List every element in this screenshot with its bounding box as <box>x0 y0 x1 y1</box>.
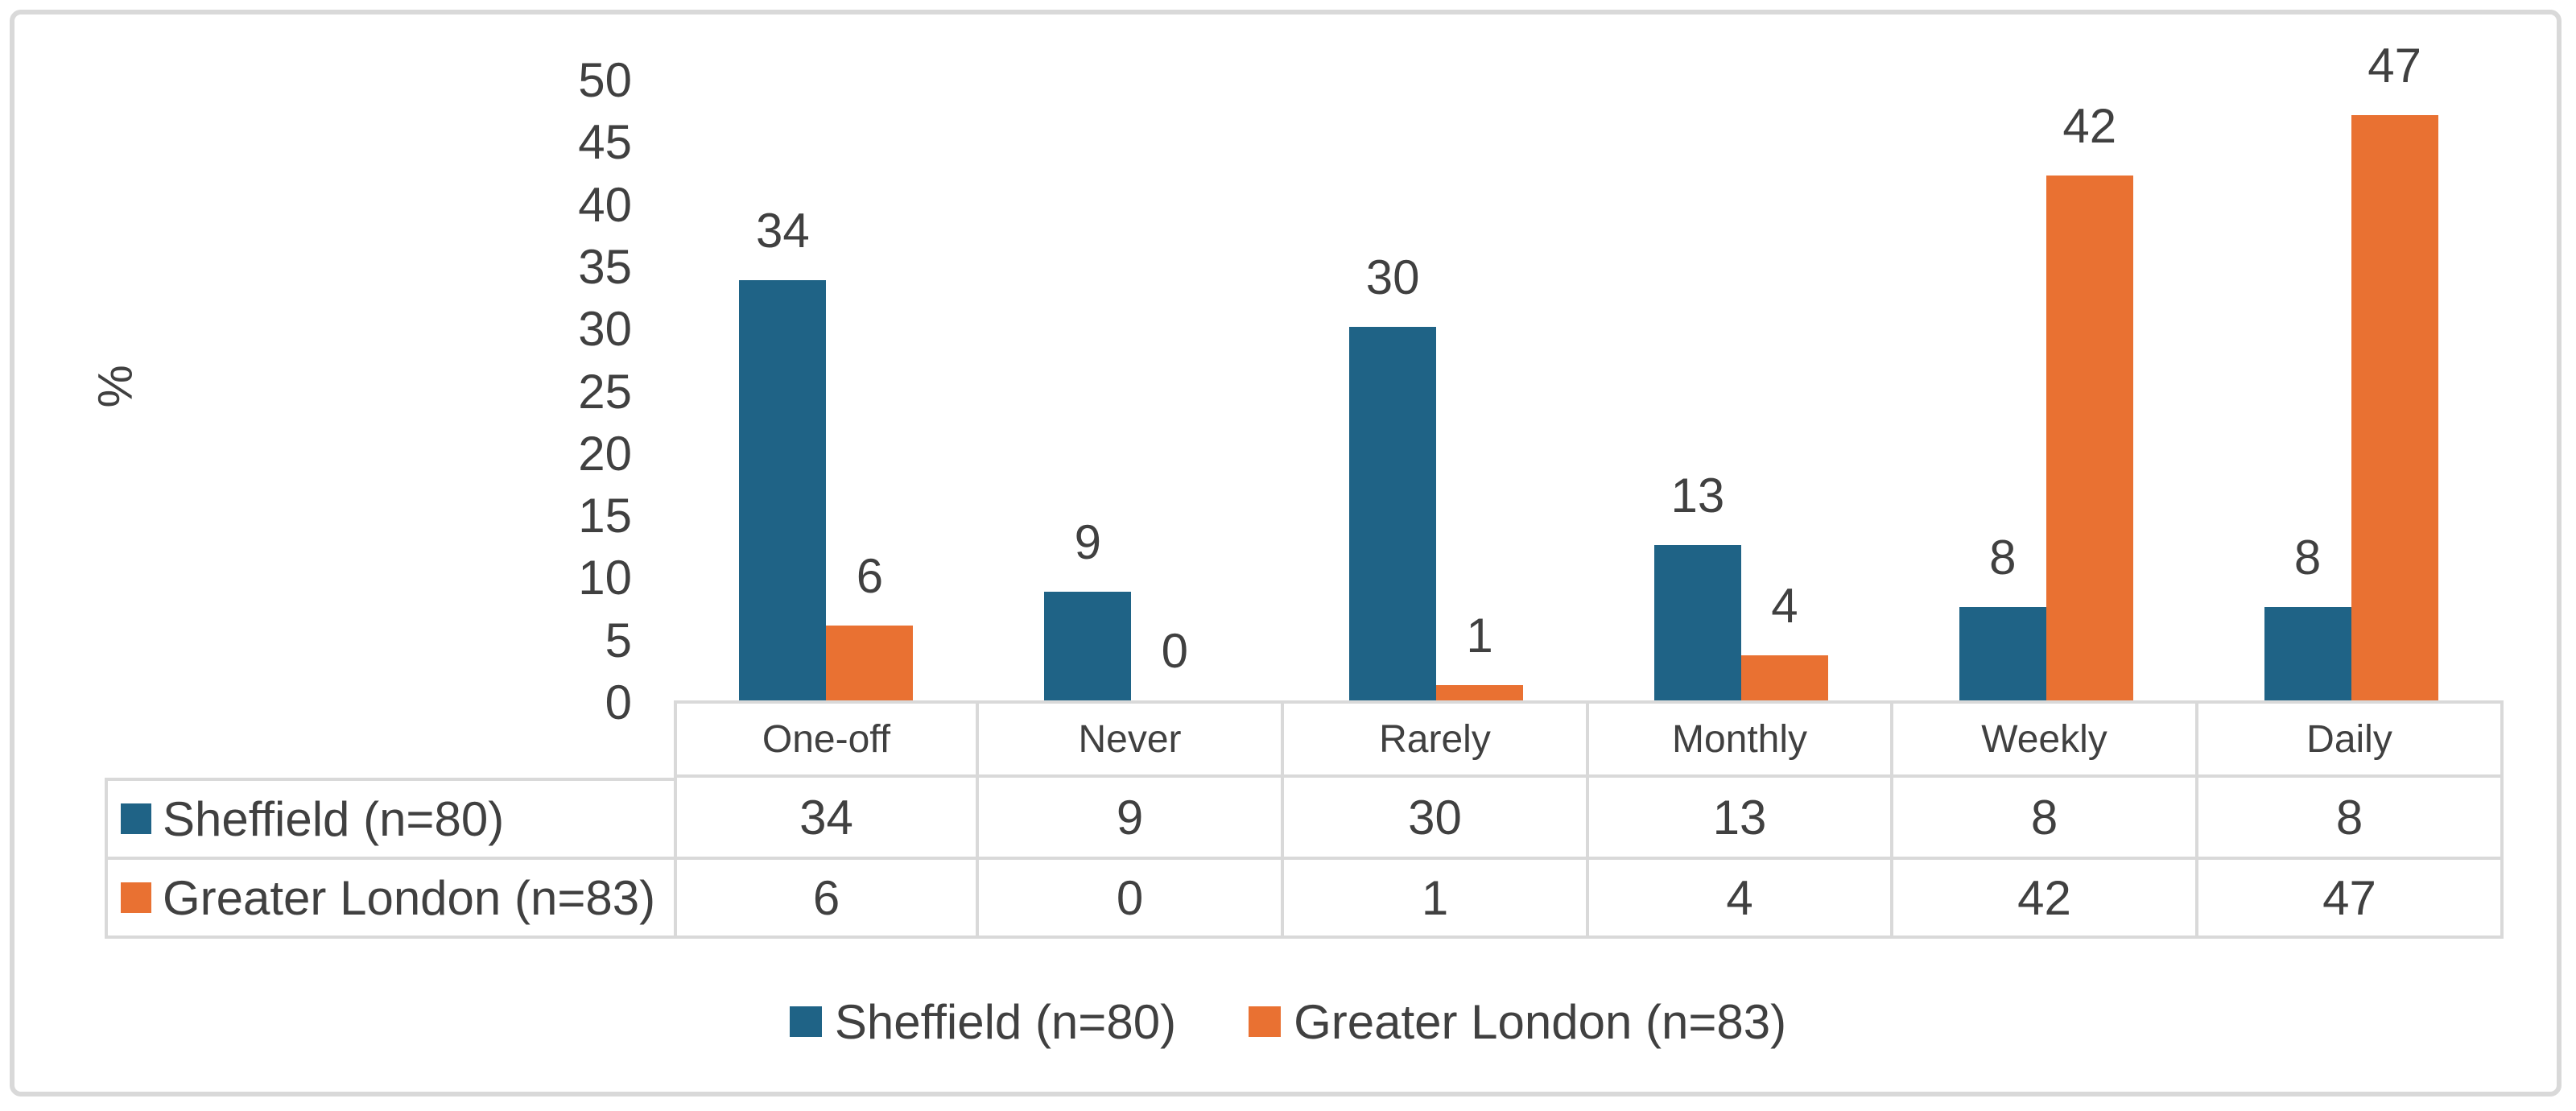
table-value-cell: 8 <box>2198 778 2504 860</box>
table-value: 4 <box>1726 870 1753 925</box>
bar-sheffield-2 <box>1349 327 1437 700</box>
table-value-cell: 34 <box>674 778 979 860</box>
data-label: 4 <box>1771 579 1798 634</box>
table-header-cell: Weekly <box>1893 700 2198 778</box>
bar-london-0 <box>826 626 914 700</box>
category-label: Rarely <box>1379 717 1491 761</box>
table-value: 9 <box>1116 790 1144 845</box>
y-axis-title: % <box>88 365 142 408</box>
y-tick-label: 15 <box>578 489 632 543</box>
table-value: 34 <box>799 790 853 845</box>
series-swatch <box>121 882 151 913</box>
legend-label: Sheffield (n=80) <box>834 994 1177 1049</box>
category-label: Monthly <box>1671 717 1808 761</box>
legend-swatch <box>789 1006 822 1037</box>
y-tick-label: 40 <box>578 177 632 232</box>
legend-swatch <box>1249 1006 1282 1037</box>
table-value: 42 <box>2017 870 2071 925</box>
table-value-cell: 47 <box>2198 860 2504 939</box>
data-label: 9 <box>1074 514 1101 569</box>
table-header-cell: Rarely <box>1284 700 1589 778</box>
table-value: 13 <box>1712 790 1767 845</box>
legend-item: Greater London (n=83) <box>1249 994 1786 1050</box>
table-value-cell: 9 <box>979 778 1284 860</box>
bar-sheffield-1 <box>1044 591 1132 700</box>
table-value: 8 <box>2030 790 2058 845</box>
table-value-cell: 0 <box>979 860 1284 939</box>
bar-london-3 <box>1740 655 1828 700</box>
table-value: 6 <box>812 870 840 925</box>
y-tick-label: 35 <box>578 239 632 294</box>
category-label: One-off <box>762 717 891 761</box>
table-value: 0 <box>1116 870 1144 925</box>
table-value: 8 <box>2335 790 2363 845</box>
table-value: 47 <box>2322 870 2376 925</box>
table-header-cell: Daily <box>2198 700 2504 778</box>
bar-sheffield-4 <box>1959 607 2046 700</box>
table-value-cell: 1 <box>1284 860 1589 939</box>
y-tick-label: 5 <box>605 613 632 667</box>
table-value: 30 <box>1408 790 1462 845</box>
table-row-label: Sheffield (n=80) <box>105 778 674 860</box>
table-value-cell: 4 <box>1589 860 1893 939</box>
y-tick-label: 25 <box>578 364 632 419</box>
data-label: 0 <box>1161 624 1188 678</box>
bar-sheffield-5 <box>2264 607 2351 700</box>
y-tick-label: 20 <box>578 426 632 481</box>
table-value-cell: 42 <box>1893 860 2198 939</box>
legend: Sheffield (n=80) Greater London (n=83) <box>0 994 2576 1050</box>
data-label: 47 <box>2368 39 2421 93</box>
data-label: 6 <box>856 549 884 604</box>
bar-london-4 <box>2046 175 2133 700</box>
data-label: 30 <box>1365 250 1420 305</box>
series-name: Sheffield (n=80) <box>163 791 505 846</box>
category-label: Never <box>1078 717 1182 761</box>
series-swatch <box>121 803 151 834</box>
series-name: Greater London (n=83) <box>163 870 656 925</box>
y-tick-label: 45 <box>578 115 632 170</box>
bar-sheffield-3 <box>1653 544 1741 700</box>
y-tick-label: 10 <box>578 551 632 605</box>
table-value-cell: 13 <box>1589 778 1893 860</box>
bar-sheffield-0 <box>739 280 827 700</box>
table-value-cell: 30 <box>1284 778 1589 860</box>
table-row-label: Greater London (n=83) <box>105 860 674 939</box>
data-label: 13 <box>1670 468 1725 522</box>
data-label: 8 <box>1989 531 2017 585</box>
table-header-cell: Never <box>979 700 1284 778</box>
data-label: 34 <box>756 204 810 258</box>
table-header-cell: One-off <box>674 700 979 778</box>
data-label: 1 <box>1466 609 1493 663</box>
category-label: Daily <box>2306 717 2392 761</box>
bar-london-5 <box>2351 115 2438 700</box>
legend-item: Sheffield (n=80) <box>789 994 1177 1050</box>
y-tick-label: 30 <box>578 302 632 357</box>
data-label: 42 <box>2062 98 2117 153</box>
table-value-cell: 8 <box>1893 778 2198 860</box>
category-label: Weekly <box>1981 717 2107 761</box>
table-value: 1 <box>1421 870 1449 925</box>
table-header-cell: Monthly <box>1589 700 1893 778</box>
legend-label: Greater London (n=83) <box>1294 994 1787 1049</box>
y-tick-label: 0 <box>605 675 632 729</box>
y-tick-label: 50 <box>578 53 632 107</box>
figure-border <box>10 10 2562 1097</box>
bar-london-2 <box>1436 685 1524 700</box>
data-label: 8 <box>2293 531 2322 585</box>
table-value-cell: 6 <box>674 860 979 939</box>
